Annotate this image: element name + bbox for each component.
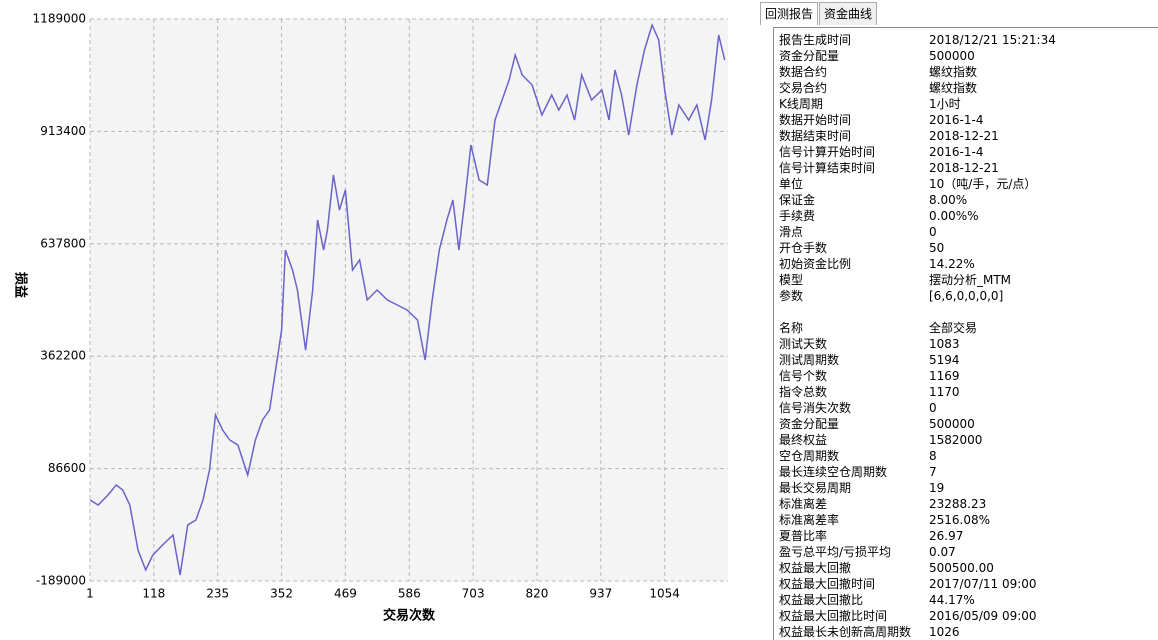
- row-label: 最长交易周期: [779, 481, 852, 495]
- row-label: 滑点: [779, 225, 804, 239]
- y-tick-label: 1189000: [33, 12, 86, 26]
- row-label: 信号计算结束时间: [779, 161, 876, 175]
- row-label: 资金分配量: [779, 417, 840, 431]
- row-value: 2017/07/11 09:00: [929, 577, 1037, 591]
- y-axis-label: 损益: [13, 272, 29, 298]
- row-label: 报告生成时间: [779, 33, 852, 47]
- row-value: 摆动分析_MTM: [929, 273, 1012, 287]
- row-label: 数据开始时间: [779, 113, 852, 127]
- row-label: 手续费: [779, 209, 816, 223]
- row-value: 全部交易: [929, 321, 978, 335]
- row-label: 权益最大回撤: [779, 561, 852, 575]
- row-value: 2516.08%: [929, 513, 991, 527]
- row-label: 权益最长未创新高周期数: [779, 625, 912, 639]
- row-value: 2016-1-4: [929, 113, 984, 127]
- row-value: 2016-1-4: [929, 145, 984, 159]
- x-tick-label: 703: [462, 587, 485, 601]
- row-value: 1170: [929, 385, 960, 399]
- row-value: 500500.00: [929, 561, 994, 575]
- x-tick-label: 1054: [649, 587, 680, 601]
- row-value: 1026: [929, 625, 960, 639]
- row-value: 2016/05/09 09:00: [929, 609, 1037, 623]
- x-tick-label: 937: [589, 587, 612, 601]
- row-value: 50: [929, 241, 945, 255]
- row-label: 单位: [779, 177, 804, 191]
- row-label: 交易合约: [779, 81, 828, 95]
- x-tick-label: 820: [526, 587, 549, 601]
- row-value: 500000: [929, 417, 975, 431]
- tab[interactable]: 回测报告: [760, 2, 819, 25]
- row-value: 14.22%: [929, 257, 975, 271]
- row-value: 26.97: [929, 529, 964, 543]
- row-label: 盈亏总平均/亏损平均: [779, 545, 892, 559]
- row-label: 开仓手数: [779, 241, 828, 255]
- row-value: 1169: [929, 369, 960, 383]
- x-axis-label: 交易次数: [383, 608, 436, 624]
- report-panel: 回测报告 资金曲线报告生成时间 2018/12/21 15:21:34 资金分配量 50…: [757, 0, 1158, 640]
- row-label: 权益最大回撤比时间: [779, 609, 888, 623]
- x-tick-label: 118: [142, 587, 165, 601]
- row-label: 最终权益: [779, 433, 828, 447]
- row-value: 1582000: [929, 433, 983, 447]
- report-box: [773, 27, 1158, 640]
- row-value: 1小时: [929, 97, 961, 111]
- row-label: 信号计算开始时间: [779, 145, 876, 159]
- row-label: 测试天数: [779, 337, 828, 351]
- row-label: K线周期: [779, 97, 823, 111]
- row-label: 标准离差: [779, 497, 828, 511]
- x-tick-label: 352: [270, 587, 293, 601]
- chart: 交易次数 损益 -1890008660036220063780091340011…: [13, 12, 728, 624]
- row-value: 2018/12/21 15:21:34: [929, 33, 1056, 47]
- row-value: 0: [929, 225, 937, 239]
- row-value: 44.17%: [929, 593, 975, 607]
- row-label: 信号消失次数: [779, 401, 852, 415]
- row-value: 10（吨/手，元/点）: [929, 177, 1037, 191]
- row-label: 保证金: [779, 193, 816, 207]
- row-value: 19: [929, 481, 945, 495]
- y-tick-label: 913400: [40, 124, 86, 138]
- row-value: 8: [929, 449, 937, 463]
- tab[interactable]: 资金曲线: [819, 2, 878, 25]
- row-label: 参数: [779, 289, 804, 303]
- row-value: 螺纹指数: [929, 81, 978, 95]
- row-value: 1083: [929, 337, 960, 351]
- y-tick-label: -189000: [36, 574, 86, 588]
- row-label: 最长连续空仓周期数: [779, 465, 888, 479]
- row-label: 标准离差率: [779, 513, 840, 527]
- row-value: 0.07: [929, 545, 956, 559]
- row-label: 模型: [779, 273, 804, 287]
- row-value: 2018-12-21: [929, 161, 999, 175]
- row-label: 名称: [779, 321, 804, 335]
- row-value: 23288.23: [929, 497, 987, 511]
- row-value: 0.00%%: [929, 209, 979, 223]
- row-label: 数据结束时间: [779, 129, 852, 143]
- x-tick-label: 1: [86, 587, 94, 601]
- row-label: 资金分配量: [779, 49, 840, 63]
- row-label: 信号个数: [779, 369, 828, 383]
- row-label: 初始资金比例: [779, 257, 852, 271]
- row-value: 2018-12-21: [929, 129, 999, 143]
- row-label: 指令总数: [779, 385, 828, 399]
- row-value: 8.00%: [929, 193, 968, 207]
- row-label: 夏普比率: [779, 529, 828, 543]
- row-value: 5194: [929, 353, 960, 367]
- x-tick-label: 469: [334, 587, 357, 601]
- row-label: 测试周期数: [779, 353, 840, 367]
- row-label: 权益最大回撤比: [779, 593, 864, 607]
- x-tick-label: 586: [398, 587, 421, 601]
- row-value: 500000: [929, 49, 975, 63]
- row-value: [6,6,0,0,0,0]: [929, 289, 1004, 303]
- row-label: 数据合约: [779, 65, 828, 79]
- row-value: 0: [929, 401, 937, 415]
- row-label: 权益最大回撤时间: [779, 577, 876, 591]
- row-label: 空仓周期数: [779, 449, 840, 463]
- y-tick-label: 637800: [40, 236, 86, 250]
- equity-line: [89, 22, 726, 576]
- row-value: 螺纹指数: [929, 65, 978, 79]
- row-value: 7: [929, 465, 937, 479]
- x-tick-label: 235: [206, 587, 229, 601]
- y-tick-label: 86600: [48, 461, 86, 475]
- y-tick-label: 362200: [40, 349, 86, 363]
